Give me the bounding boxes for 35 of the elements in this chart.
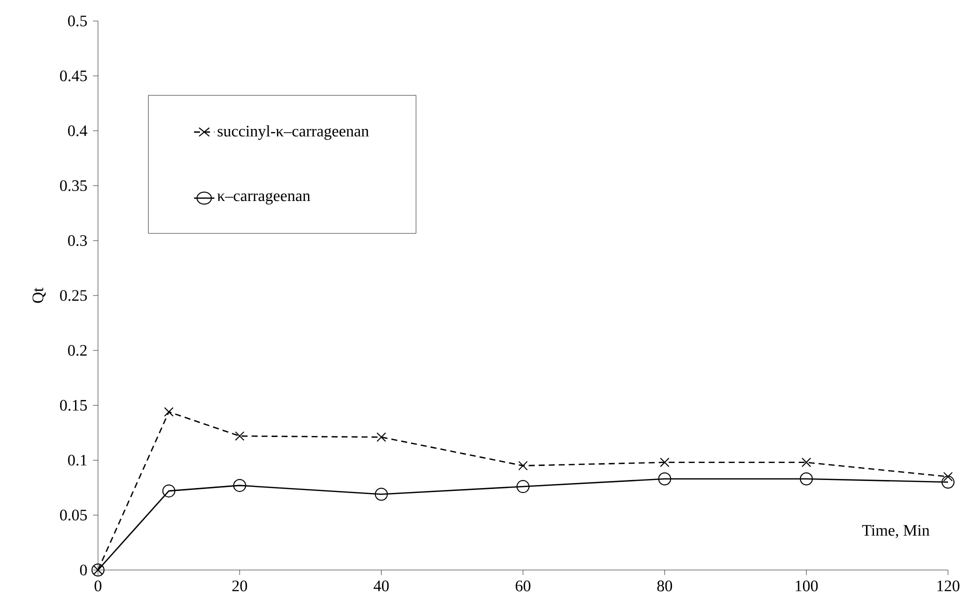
point bbox=[802, 458, 812, 468]
y-tick-label: 0.3 bbox=[68, 235, 87, 246]
x-tick-label: 100 bbox=[796, 580, 818, 592]
x-tick-label: 40 bbox=[374, 580, 389, 592]
y-tick-label: 0.4 bbox=[68, 125, 88, 136]
point bbox=[942, 476, 955, 489]
point bbox=[234, 431, 244, 441]
point bbox=[518, 460, 528, 470]
x-tick-label: 0 bbox=[94, 580, 102, 592]
x-axis-title: Time, Min bbox=[862, 525, 930, 538]
y-tick-label: 0.25 bbox=[60, 290, 87, 301]
point bbox=[658, 472, 672, 486]
y-tick-label: 0.05 bbox=[60, 510, 87, 521]
point bbox=[800, 472, 813, 486]
point bbox=[376, 432, 386, 442]
point bbox=[164, 407, 174, 417]
y-axis-title: Qt bbox=[32, 288, 46, 303]
y-tick-label: 0.5 bbox=[68, 16, 87, 26]
point bbox=[660, 458, 670, 468]
x-tick-label: 60 bbox=[516, 580, 530, 592]
point bbox=[374, 488, 388, 501]
point bbox=[162, 484, 176, 498]
y-tick-label: 0.2 bbox=[68, 344, 87, 356]
legend-label: κ–carrageenan bbox=[217, 192, 310, 204]
x-tick-label: 120 bbox=[937, 580, 960, 592]
x-tick-label: 20 bbox=[232, 580, 248, 592]
y-tick-label: 0.35 bbox=[60, 180, 87, 192]
y-tick-label: 0.15 bbox=[60, 400, 87, 411]
x-tick-label: 80 bbox=[657, 580, 672, 592]
point bbox=[516, 480, 530, 494]
y-tick-label: 0.1 bbox=[68, 454, 87, 466]
y-tick-label: 0.45 bbox=[60, 70, 87, 82]
y-tick-label: 0 bbox=[80, 564, 87, 576]
point bbox=[233, 478, 246, 492]
legend-label: succinyl-κ–carrageenan bbox=[218, 125, 369, 140]
